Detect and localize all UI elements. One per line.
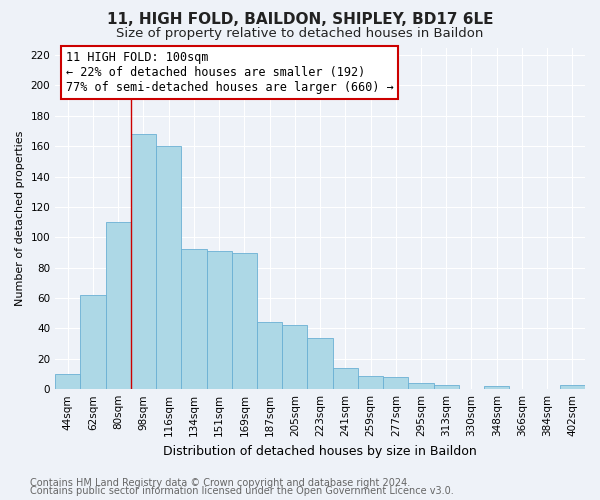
- Bar: [55, 374, 80, 389]
- Bar: [257, 322, 282, 389]
- Bar: [80, 295, 106, 389]
- Bar: [232, 252, 257, 389]
- Text: Size of property relative to detached houses in Baildon: Size of property relative to detached ho…: [116, 28, 484, 40]
- Text: 11, HIGH FOLD, BAILDON, SHIPLEY, BD17 6LE: 11, HIGH FOLD, BAILDON, SHIPLEY, BD17 6L…: [107, 12, 493, 28]
- Y-axis label: Number of detached properties: Number of detached properties: [15, 130, 25, 306]
- Text: Contains public sector information licensed under the Open Government Licence v3: Contains public sector information licen…: [30, 486, 454, 496]
- Bar: [106, 222, 131, 389]
- Bar: [307, 338, 332, 389]
- Bar: [484, 386, 509, 389]
- Bar: [282, 326, 307, 389]
- Bar: [434, 384, 459, 389]
- Text: 11 HIGH FOLD: 100sqm
← 22% of detached houses are smaller (192)
77% of semi-deta: 11 HIGH FOLD: 100sqm ← 22% of detached h…: [66, 51, 394, 94]
- Text: Contains HM Land Registry data © Crown copyright and database right 2024.: Contains HM Land Registry data © Crown c…: [30, 478, 410, 488]
- Bar: [383, 377, 409, 389]
- Bar: [156, 146, 181, 389]
- Bar: [206, 251, 232, 389]
- Bar: [131, 134, 156, 389]
- Bar: [332, 368, 358, 389]
- Bar: [181, 250, 206, 389]
- X-axis label: Distribution of detached houses by size in Baildon: Distribution of detached houses by size …: [163, 444, 477, 458]
- Bar: [358, 376, 383, 389]
- Bar: [409, 383, 434, 389]
- Bar: [560, 384, 585, 389]
